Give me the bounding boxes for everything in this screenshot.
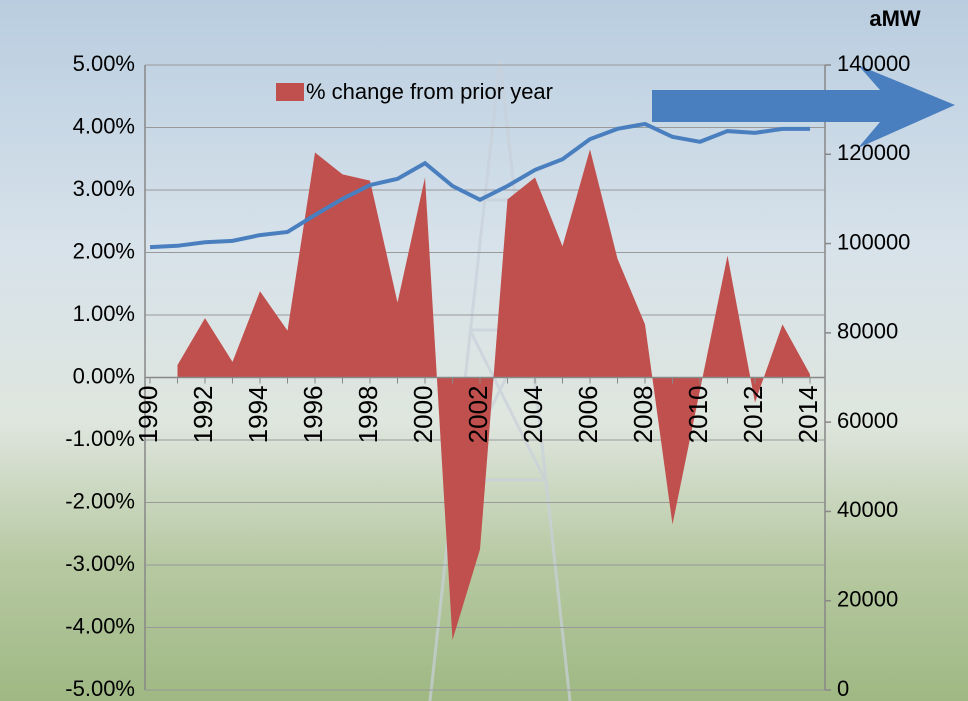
area [177,149,810,640]
x-tick-label: 1996 [298,386,328,444]
y2-tick-label: 140000 [837,51,910,76]
y2-tick-label: 120000 [837,140,910,165]
y-tick-label: -4.00% [65,613,135,638]
x-tick-label: 2004 [518,386,548,444]
x-tick-label: 1998 [353,386,383,444]
y2-tick-label: 100000 [837,229,910,254]
y-tick-label: 2.00% [73,238,135,263]
x-tick-label: 1994 [243,386,273,444]
y-tick-label: -2.00% [65,488,135,513]
y-tick-label: 5.00% [73,51,135,76]
y-tick-label: -5.00% [65,676,135,701]
x-tick-label: 2002 [463,386,493,444]
x-tick-label: 1990 [133,386,163,444]
y2-axis-title: aMW [869,6,921,31]
y-tick-label: 4.00% [73,113,135,138]
y-tick-label: 3.00% [73,176,135,201]
y2-tick-label: 60000 [837,408,898,433]
x-tick-label: 2010 [683,386,713,444]
y-tick-label: -3.00% [65,551,135,576]
arrow-decoration [652,65,955,148]
x-tick-label: 2012 [738,386,768,444]
x-tick-label: 1992 [188,386,218,444]
y-tick-label: -1.00% [65,426,135,451]
y2-tick-label: 20000 [837,587,898,612]
x-tick-label: 2000 [408,386,438,444]
y-tick-label: 0.00% [73,363,135,388]
x-tick-label: 2014 [793,386,823,444]
x-tick-label: 2008 [628,386,658,444]
y2-tick-label: 80000 [837,319,898,344]
legend-label: % change from prior year [306,79,553,104]
y-tick-label: 1.00% [73,301,135,326]
legend-swatch [276,83,304,101]
x-tick-label: 2006 [573,386,603,444]
line [149,121,810,250]
y2-tick-label: 40000 [837,497,898,522]
y2-tick-label: 0 [837,676,849,701]
